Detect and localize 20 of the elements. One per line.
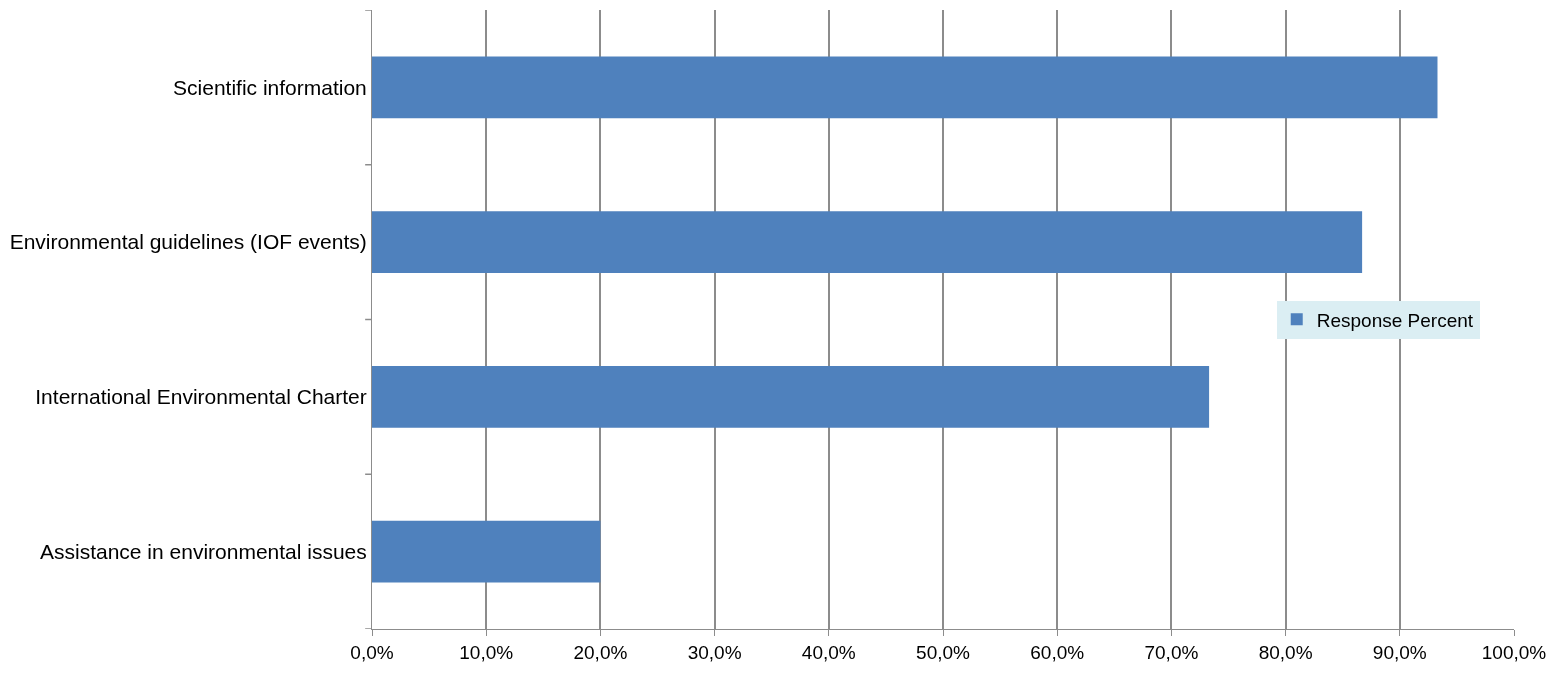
bar bbox=[372, 56, 1438, 119]
x-tick-label: 90,0% bbox=[1372, 641, 1427, 663]
bar bbox=[372, 211, 1363, 274]
bar bbox=[372, 520, 601, 583]
y-tick-label: Assistance in environmental issues bbox=[39, 539, 367, 563]
x-tick-label: 70,0% bbox=[1144, 641, 1199, 663]
x-tick-label: 80,0% bbox=[1258, 641, 1313, 663]
x-tick-label: 20,0% bbox=[573, 641, 628, 663]
x-tick-label: 30,0% bbox=[687, 641, 742, 663]
x-tick-label: 100,0% bbox=[1481, 641, 1547, 663]
y-tick-label: International Environmental Charter bbox=[35, 385, 367, 409]
y-tick-label: Scientific information bbox=[173, 75, 367, 99]
x-tick-label: 50,0% bbox=[916, 641, 971, 663]
x-tick-label: 10,0% bbox=[459, 641, 514, 663]
y-tick-label: Environmental guidelines (IOF events) bbox=[9, 230, 367, 254]
x-tick-label: 0,0% bbox=[350, 641, 394, 663]
x-tick-label: 40,0% bbox=[801, 641, 856, 663]
bar bbox=[372, 365, 1210, 428]
legend-label: Response Percent bbox=[1316, 309, 1474, 331]
x-tick-label: 60,0% bbox=[1030, 641, 1085, 663]
